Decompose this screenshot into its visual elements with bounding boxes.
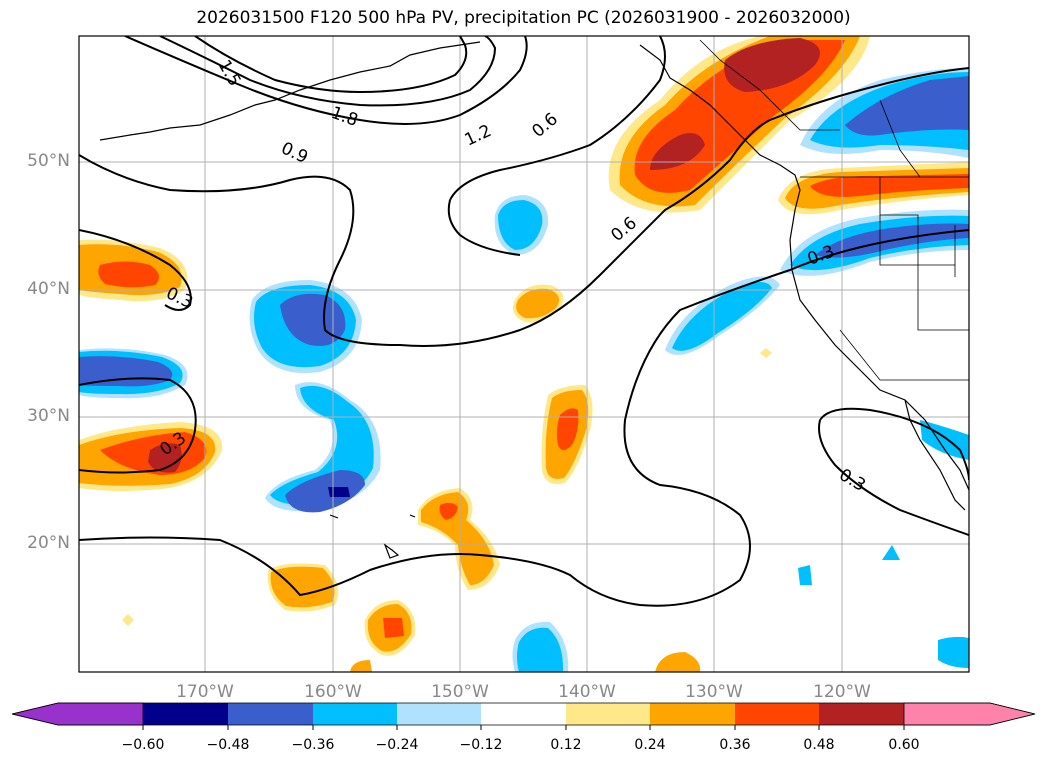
positive-anomaly-pacific-nw <box>608 36 870 213</box>
lat-tick-label: 20°N <box>27 533 70 553</box>
contour-label: 0.6 <box>607 213 641 246</box>
contour-label: 1.2 <box>462 121 495 151</box>
lon-tick-label: 150°W <box>431 682 489 702</box>
lon-tick-label: 160°W <box>304 682 362 702</box>
colorbar <box>11 702 1036 730</box>
precipitation-shading <box>79 36 969 672</box>
lat-tick-label: 30°N <box>27 406 70 426</box>
contour-label: 0.9 <box>278 138 311 168</box>
coastlines <box>99 41 969 559</box>
political-borders <box>699 39 969 381</box>
contour-label: 0.6 <box>528 109 562 142</box>
colorbar-tick-label: −0.60 <box>121 737 165 753</box>
lon-tick-label: 170°W <box>176 682 234 702</box>
colorbar-low-extend <box>11 702 144 726</box>
lat-tick-label: 50°N <box>27 151 70 171</box>
pv-contours <box>79 36 969 607</box>
colorbar-tick-label: −0.36 <box>291 737 335 753</box>
colorbar-tick-label: 0.48 <box>803 737 835 753</box>
colorbar-tick-label: 0.36 <box>719 737 751 753</box>
map-frame <box>78 35 970 673</box>
colorbar-tick-label: 0.60 <box>888 737 920 753</box>
colorbar-tick-label: 0.12 <box>550 737 582 753</box>
positive-anomaly-oregon <box>778 162 969 215</box>
colorbar-high-extend <box>903 702 1036 726</box>
colorbar-tick-label: −0.12 <box>459 737 503 753</box>
colorbar-tick-label: −0.24 <box>375 737 419 753</box>
lon-tick-label: 130°W <box>685 682 743 702</box>
gridlines <box>79 36 969 672</box>
lon-tick-label: 120°W <box>813 682 871 702</box>
negative-anomaly-california <box>780 209 969 276</box>
lat-tick-label: 40°N <box>27 279 70 299</box>
colorbar-tick-label: −0.48 <box>206 737 250 753</box>
lon-tick-label: 140°W <box>558 682 616 702</box>
colorbar-tick-label: 0.24 <box>634 737 666 753</box>
map-title: 2026031500 F120 500 hPa PV, precipitatio… <box>196 8 851 28</box>
